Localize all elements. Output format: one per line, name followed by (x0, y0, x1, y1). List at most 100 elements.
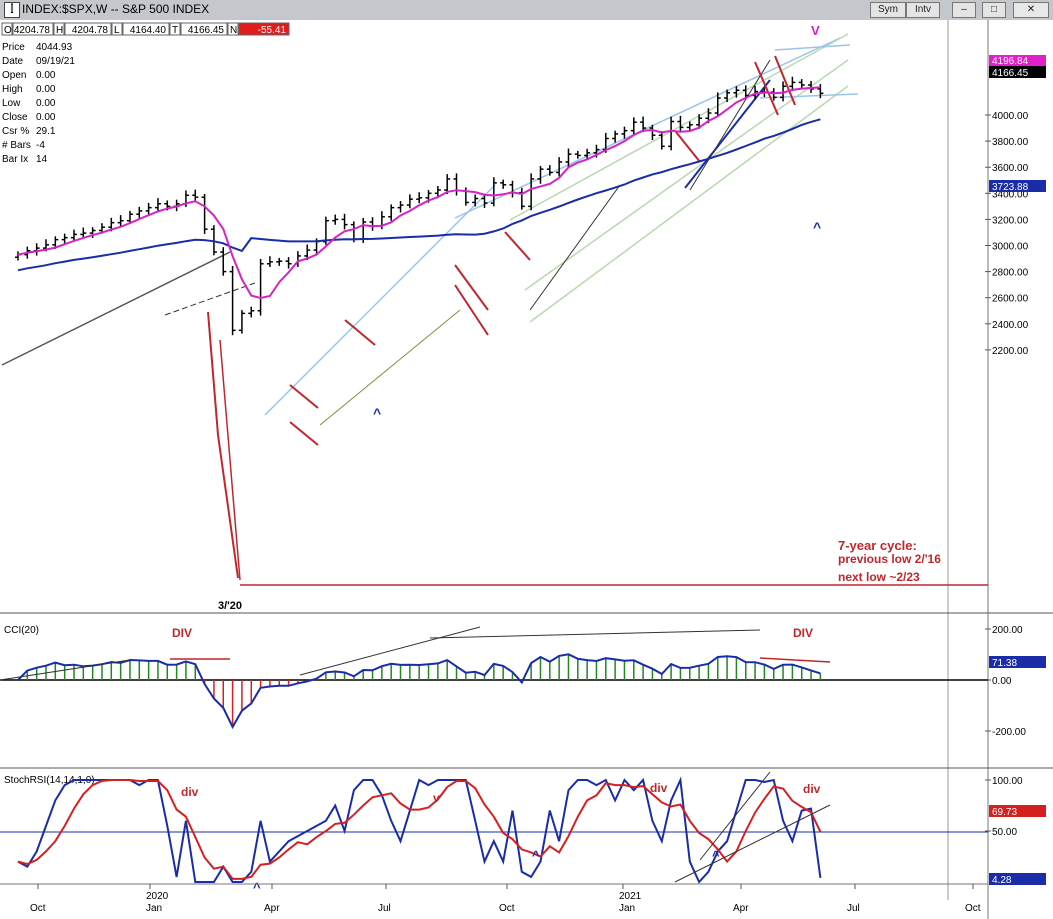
price-tick-label: 2400.00 (992, 320, 1029, 331)
ohlc-bar (528, 173, 535, 211)
maximize-icon[interactable]: □ (982, 2, 1006, 18)
ohlc-bar (565, 148, 572, 167)
ohlc-bar (668, 116, 675, 151)
cci-last-value: 71.38 (992, 658, 1017, 669)
ohlc-bar (257, 258, 264, 316)
ohlc-bar (686, 121, 693, 131)
ohlc-bar (780, 81, 787, 102)
caret-marker: ^ (813, 219, 821, 235)
ohlc-bar (276, 257, 283, 266)
chart-area[interactable]: O 4204.78 H 4204.78 L 4164.40 T 4166.45 N -55.41 … (0, 20, 1053, 919)
ohlc-bar (490, 177, 497, 207)
stoch-v: v (433, 791, 440, 805)
stoch-tick-label: 100.00 (992, 776, 1023, 787)
ma-blue-line (17, 118, 821, 272)
info-key: # Bars (2, 140, 31, 151)
ohlc-bar (406, 194, 413, 209)
ohlc-bar (266, 256, 273, 268)
price-tick-label: 3000.00 (992, 242, 1029, 253)
price-tick-label: 2200.00 (992, 346, 1029, 357)
interval-button[interactable]: Intv (906, 2, 940, 18)
cycle-title: 7-year cycle: (838, 538, 917, 553)
x-tick-label: Jul (378, 903, 391, 914)
ohlc-bar (817, 84, 824, 99)
ohlc-bar (714, 92, 721, 117)
trendlines (1, 33, 988, 586)
price-annotations: 7-year cycle: previous low 2/'16 next lo… (218, 23, 941, 612)
last-price-label: 4166.45 (992, 68, 1029, 79)
cci-tick-label: 200.00 (992, 625, 1023, 636)
cci-title: CCI(20) (4, 625, 39, 636)
quote-value: 4164.40 (130, 25, 167, 36)
quote-key: O (4, 25, 12, 36)
ohlc-bar (210, 225, 217, 256)
quote-bar: O 4204.78 H 4204.78 L 4164.40 T 4166.45 N -55.41 (1, 22, 290, 36)
ohlc-bar (649, 124, 656, 141)
cci-tick-label: 0.00 (992, 676, 1012, 687)
quote-key: L (114, 25, 120, 36)
ohlc-bar (574, 150, 581, 159)
price-tick-label: 3200.00 (992, 215, 1029, 226)
info-value: 29.1 (36, 126, 56, 137)
price-tick-label: 3600.00 (992, 163, 1029, 174)
x-tick-label: Apr (733, 903, 749, 914)
close-icon[interactable]: ✕ (1013, 2, 1049, 18)
stoch-tick-label: 50.00 (992, 827, 1017, 838)
info-value: 14 (36, 154, 48, 165)
ohlc-bar (537, 165, 544, 184)
quote-value: -55.41 (258, 25, 287, 36)
price-markers: 4196.84 4166.45 3723.88 (989, 55, 1046, 193)
x-tick-label: Apr (264, 903, 280, 914)
ohlc-bar (677, 115, 684, 133)
x-tick-label: Jul (847, 903, 860, 914)
ohlc-bar (546, 165, 553, 176)
stoch-caret: ^ (712, 848, 720, 863)
cci-div-right: DIV (793, 626, 813, 640)
ohlc-bar (658, 131, 665, 150)
plot-background (0, 20, 988, 919)
info-value: 0.00 (36, 98, 56, 109)
ohlc-bar (789, 76, 796, 92)
minimize-icon[interactable]: – (952, 2, 976, 18)
ohlc-bar (70, 229, 77, 241)
cycle-prev: previous low 2/'16 (838, 552, 941, 566)
price-tick-label: 3800.00 (992, 137, 1029, 148)
info-panel: Price 4044.93 Date 09/19/21 Open 0.00 High 0.00… (2, 42, 75, 165)
stoch-div: div (803, 782, 821, 796)
stoch-caret: ^ (253, 880, 261, 895)
ohlc-bar (798, 79, 805, 89)
stoch-slow-last: 69.73 (992, 807, 1017, 818)
price-tick-label: 3400.00 (992, 189, 1029, 200)
ohlc-bar (89, 227, 96, 238)
ohlc-bar (444, 174, 451, 195)
quote-key: H (56, 25, 63, 36)
stoch-div: div (181, 785, 199, 799)
ohlc-bar (192, 189, 199, 202)
x-tick-year: 2020 (146, 891, 169, 902)
info-value: 0.00 (36, 84, 56, 95)
x-tick-label: Oct (499, 903, 515, 914)
caret-marker: ^ (373, 405, 381, 421)
ohlc-bar (80, 227, 87, 239)
ohlc-bar (248, 306, 255, 318)
quote-value: 4204.78 (14, 25, 51, 36)
ohlc-bar (285, 257, 292, 269)
info-value: 4044.93 (36, 42, 73, 53)
quote-value: 4166.45 (188, 25, 225, 36)
ma-last-label: 3723.88 (992, 182, 1029, 193)
ohlc-bar (126, 210, 133, 224)
quote-value: 4204.78 (72, 25, 109, 36)
x-tick-label: Jan (146, 903, 162, 914)
ohlc-bar (238, 310, 245, 334)
ohlc-bar (220, 247, 227, 276)
ohlc-bar (472, 194, 479, 207)
ohlc-bar (229, 265, 236, 336)
ohlc-bar (584, 148, 591, 160)
ohlc-bar (154, 198, 161, 211)
x-tick-label: Oct (965, 903, 981, 914)
symbol-button[interactable]: Sym (870, 2, 906, 18)
ohlc-bar (117, 215, 124, 228)
quote-key: N (230, 25, 237, 36)
